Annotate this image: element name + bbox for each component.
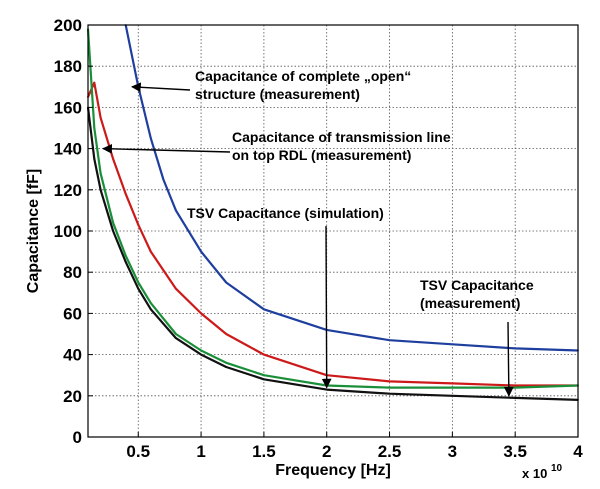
series-point: [451, 394, 454, 397]
series-point: [162, 178, 165, 181]
series-point: [112, 230, 115, 232]
y-tick-label: 60: [63, 304, 82, 323]
series-point: [124, 193, 127, 195]
x-tick-label: 3.5: [503, 442, 527, 461]
series-point: [388, 380, 391, 383]
series-point: [262, 374, 265, 377]
series-point: [514, 386, 517, 389]
series-point: [451, 382, 454, 385]
series-point: [262, 353, 265, 356]
annotation-1-arrow: [130, 82, 191, 93]
series-point: [388, 339, 391, 342]
grid-layer: [88, 25, 578, 437]
series-point: [262, 308, 265, 311]
annotation-1-line: structure (measurement): [195, 86, 360, 102]
x-axis-exponent: x 10 10: [522, 463, 562, 481]
y-tick-label: 80: [63, 263, 82, 282]
series-point: [200, 312, 202, 315]
annotation-3-arrow: [321, 225, 332, 389]
annotation-4-line: (measurement): [420, 295, 520, 311]
y-tick-label: 140: [54, 140, 82, 159]
series-point: [175, 209, 177, 212]
series-point: [225, 366, 228, 368]
x-axis-title: Frequency [Hz]: [275, 462, 391, 479]
series-point: [225, 361, 228, 364]
series-point: [124, 254, 127, 257]
y-tick-label: 20: [63, 387, 82, 406]
series-point: [225, 333, 228, 335]
annotation-layer: Capacitance of complete „open“ structure …: [102, 68, 534, 397]
y-tick-label: 180: [54, 57, 82, 76]
y-tick-label: 0: [73, 428, 82, 447]
y-tick-label: 160: [54, 98, 82, 117]
series-point: [93, 158, 96, 160]
series-point: [514, 347, 517, 350]
series-point: [112, 221, 115, 224]
x-tick-label: 1.5: [252, 442, 276, 461]
x-tick-label: 2: [322, 442, 331, 461]
series-point: [124, 261, 127, 263]
series-point: [149, 308, 152, 311]
annotation-1-line: Capacitance of complete „open“: [195, 68, 411, 84]
series-point: [388, 392, 391, 395]
series-point: [149, 302, 152, 304]
annotation-4-line: TSV Capacitance: [420, 277, 534, 293]
series-point: [149, 137, 152, 140]
series-point: [200, 250, 202, 253]
y-axis-title: Capacitance [fF]: [25, 169, 42, 293]
x-tick-label: 4: [573, 442, 583, 461]
series-point: [262, 378, 265, 381]
series-line-2: [86, 81, 578, 387]
x-axis-exponent-base: x 10: [522, 466, 547, 481]
y-tick-label: 200: [54, 16, 82, 35]
series-point: [93, 127, 96, 129]
series-point: [451, 386, 454, 389]
series-point: [451, 343, 454, 346]
x-tick-label: 0.5: [126, 442, 150, 461]
x-tick-label: 2.5: [378, 442, 402, 461]
series-point: [112, 158, 115, 160]
annotation-2-line: Capacitance of transmission line: [232, 129, 451, 145]
annotation-2-line: on top RDL (measurement): [232, 147, 411, 163]
annotation-3-line: TSV Capacitance (simulation): [187, 205, 384, 221]
series-point: [137, 281, 140, 284]
x-tick-label: 3: [448, 442, 457, 461]
series-point: [514, 384, 517, 387]
series-point: [99, 116, 102, 119]
annotation-4-arrow: [503, 321, 514, 397]
series-point: [99, 188, 102, 191]
series-point: [137, 287, 140, 290]
series-point: [388, 386, 391, 389]
series-point: [325, 388, 328, 391]
x-tick-label: 1: [196, 442, 205, 461]
annotation-2-arrow: [102, 143, 231, 154]
series-point: [175, 287, 177, 290]
series-point: [225, 281, 228, 284]
series-point: [175, 333, 177, 335]
series-point: [149, 250, 152, 253]
series-point: [93, 81, 96, 84]
series-point: [514, 396, 517, 399]
series-point: [175, 337, 177, 340]
series-layer: [86, 24, 579, 401]
series-point: [200, 349, 202, 352]
series-point: [137, 223, 140, 226]
series-line-3: [86, 107, 579, 401]
series-point: [200, 353, 202, 356]
x-axis-exponent-power: 10: [551, 463, 563, 474]
y-tick-label: 40: [63, 346, 82, 365]
series-line-4: [86, 29, 579, 389]
y-tick-label: 120: [54, 181, 82, 200]
y-tick-label: 100: [54, 222, 82, 241]
series-point: [99, 172, 102, 175]
tick-layer: 0 20 40 60 80 100 120 140 160 180 200 0.5 1 1.5 2 2.5 3 3…: [54, 16, 584, 461]
